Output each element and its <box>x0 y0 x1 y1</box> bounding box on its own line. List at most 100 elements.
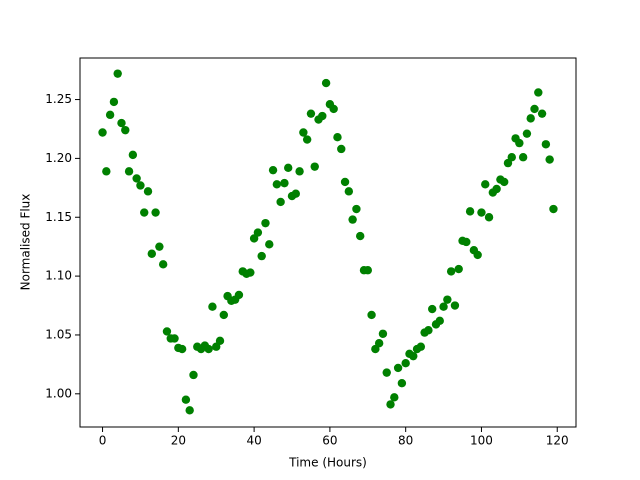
point <box>170 334 179 343</box>
point <box>140 208 149 217</box>
point <box>356 231 365 241</box>
point <box>105 110 115 120</box>
point <box>390 393 399 402</box>
point <box>128 150 138 160</box>
point <box>507 153 516 162</box>
point <box>409 351 418 361</box>
point <box>261 218 270 228</box>
point <box>189 370 198 380</box>
point <box>291 189 300 198</box>
point <box>147 249 157 258</box>
point <box>443 295 452 304</box>
point <box>136 181 145 190</box>
x-tick-label: 40 <box>246 434 261 448</box>
point <box>393 363 403 373</box>
point <box>386 400 395 409</box>
point <box>318 111 327 121</box>
y-tick-label: 1.00 <box>45 386 72 400</box>
point <box>401 359 410 368</box>
point <box>295 167 304 176</box>
point <box>454 264 463 274</box>
point <box>522 129 532 138</box>
point <box>280 178 289 188</box>
point <box>344 187 354 196</box>
point <box>352 204 361 214</box>
x-tick-label: 60 <box>322 434 337 448</box>
point <box>329 104 338 114</box>
point <box>518 153 528 162</box>
point <box>124 167 134 176</box>
point <box>158 260 168 269</box>
point <box>272 180 282 189</box>
point <box>117 118 126 128</box>
point <box>462 237 471 247</box>
point <box>98 128 107 137</box>
point <box>208 302 217 311</box>
x-tick-label: 120 <box>546 434 569 448</box>
point <box>155 242 164 251</box>
point <box>132 174 141 183</box>
y-tick-label: 1.10 <box>45 269 72 283</box>
point <box>473 250 482 260</box>
point <box>143 187 153 196</box>
point <box>113 69 122 78</box>
point <box>302 135 312 144</box>
point <box>541 140 551 149</box>
y-tick-label: 1.15 <box>45 210 72 224</box>
point <box>378 329 388 338</box>
point <box>367 310 376 320</box>
y-tick-label: 1.25 <box>45 92 72 106</box>
point <box>499 177 509 187</box>
point <box>310 162 319 171</box>
point <box>215 336 225 346</box>
point <box>276 197 285 207</box>
point <box>530 104 539 114</box>
point <box>185 406 194 415</box>
point <box>515 138 524 148</box>
point <box>204 344 213 354</box>
point <box>219 310 228 320</box>
point <box>162 327 172 336</box>
point <box>477 208 486 217</box>
point <box>363 266 372 275</box>
point <box>246 268 255 277</box>
point <box>424 326 433 335</box>
point <box>428 304 437 314</box>
y-tick-label: 1.05 <box>45 327 72 341</box>
point <box>333 133 342 142</box>
point <box>121 125 130 135</box>
point <box>439 302 448 311</box>
point <box>340 177 350 187</box>
point <box>397 379 407 388</box>
point <box>177 344 187 354</box>
x-tick-label: 80 <box>398 434 413 448</box>
point <box>284 163 293 173</box>
point <box>484 213 494 222</box>
point <box>545 155 554 164</box>
y-tick-label: 1.20 <box>45 151 72 165</box>
point <box>102 167 111 176</box>
point <box>549 204 558 214</box>
point <box>537 109 547 118</box>
point <box>265 240 274 249</box>
point <box>382 368 391 377</box>
point <box>465 207 475 216</box>
point <box>109 97 119 107</box>
point <box>321 78 331 88</box>
point <box>446 267 456 276</box>
point <box>450 301 460 310</box>
point <box>481 180 490 189</box>
x-tick-label: 0 <box>99 434 107 448</box>
y-axis-label: Normalised Flux <box>19 194 33 291</box>
point <box>299 128 308 137</box>
x-tick-label: 20 <box>171 434 186 448</box>
point <box>268 165 278 175</box>
point <box>526 114 535 123</box>
point <box>151 208 160 217</box>
point <box>181 395 191 404</box>
point <box>257 251 266 261</box>
point <box>534 88 543 97</box>
point <box>306 109 316 118</box>
